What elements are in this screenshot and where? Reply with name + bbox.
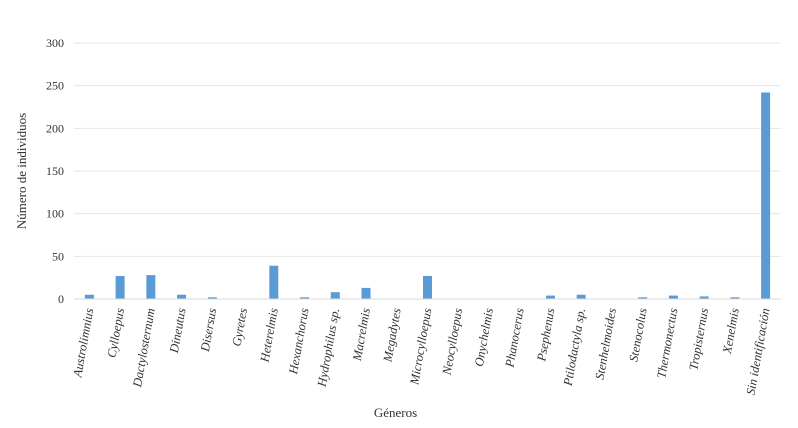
x-tick-label: Gyretes bbox=[230, 307, 250, 347]
x-tick-label: Hexanchorus bbox=[286, 307, 312, 376]
x-tick-label: Psephenus bbox=[534, 307, 557, 363]
x-tick-label: Dactylosternum bbox=[130, 307, 158, 389]
x-axis-ticks: Austrolimnius Cylloepus Dactylosternum Dine… bbox=[70, 307, 772, 396]
x-tick-label: Ptilodactyla sp. bbox=[561, 307, 589, 388]
bar bbox=[84, 294, 94, 299]
y-tick-label: 250 bbox=[46, 79, 64, 93]
x-axis-title: Géneros bbox=[374, 405, 417, 420]
y-axis-ticks: 0 50 100 150 200 250 300 bbox=[46, 36, 64, 306]
x-tick-label: Megadytes bbox=[380, 307, 403, 364]
bar bbox=[638, 297, 648, 299]
bar bbox=[207, 297, 217, 299]
x-tick-label: Microcylloepus bbox=[407, 307, 434, 387]
x-tick-label: Hydrophilus sp. bbox=[314, 307, 342, 389]
x-tick-label: Thermonectus bbox=[654, 307, 680, 379]
bar bbox=[730, 297, 740, 299]
bar bbox=[177, 294, 187, 299]
y-tick-label: 0 bbox=[58, 292, 64, 306]
x-tick-label: Macrelmis bbox=[350, 307, 373, 363]
y-tick-label: 300 bbox=[46, 36, 64, 50]
y-tick-label: 100 bbox=[46, 207, 64, 221]
bar bbox=[761, 92, 771, 299]
bar bbox=[361, 287, 371, 299]
y-tick-label: 50 bbox=[52, 249, 64, 263]
x-tick-label: Tropisternus bbox=[686, 307, 711, 371]
x-tick-label: Stenocolus bbox=[626, 307, 649, 363]
x-tick-label: Dineutus bbox=[167, 307, 189, 355]
bar bbox=[545, 295, 555, 299]
x-tick-label: Stenhelmoides bbox=[593, 307, 619, 381]
bars bbox=[84, 92, 771, 299]
bar bbox=[423, 275, 432, 299]
x-tick-label: Disersus bbox=[198, 307, 220, 354]
y-tick-label: 200 bbox=[46, 121, 64, 135]
gridlines bbox=[74, 42, 781, 257]
x-tick-label: Neocylloepus bbox=[440, 307, 466, 377]
x-tick-label: Heterelmis bbox=[257, 307, 280, 364]
x-tick-label: Phanocerus bbox=[502, 307, 526, 369]
bar bbox=[668, 295, 678, 299]
y-axis-title: Número de individuos bbox=[14, 113, 29, 229]
bar bbox=[300, 297, 310, 299]
x-tick-label: Sin identificación bbox=[744, 307, 773, 396]
bar bbox=[699, 296, 709, 299]
bar bbox=[330, 292, 340, 299]
bar bbox=[269, 265, 279, 299]
x-tick-label: Cylloepus bbox=[105, 307, 127, 359]
bar bbox=[576, 294, 586, 299]
bar bbox=[146, 275, 156, 299]
x-tick-label: Austrolimnius bbox=[70, 307, 96, 379]
y-tick-label: 150 bbox=[46, 164, 64, 178]
bar bbox=[115, 275, 125, 299]
x-tick-label: Xenelmis bbox=[720, 307, 742, 356]
x-tick-label: Onychelmis bbox=[472, 307, 496, 368]
